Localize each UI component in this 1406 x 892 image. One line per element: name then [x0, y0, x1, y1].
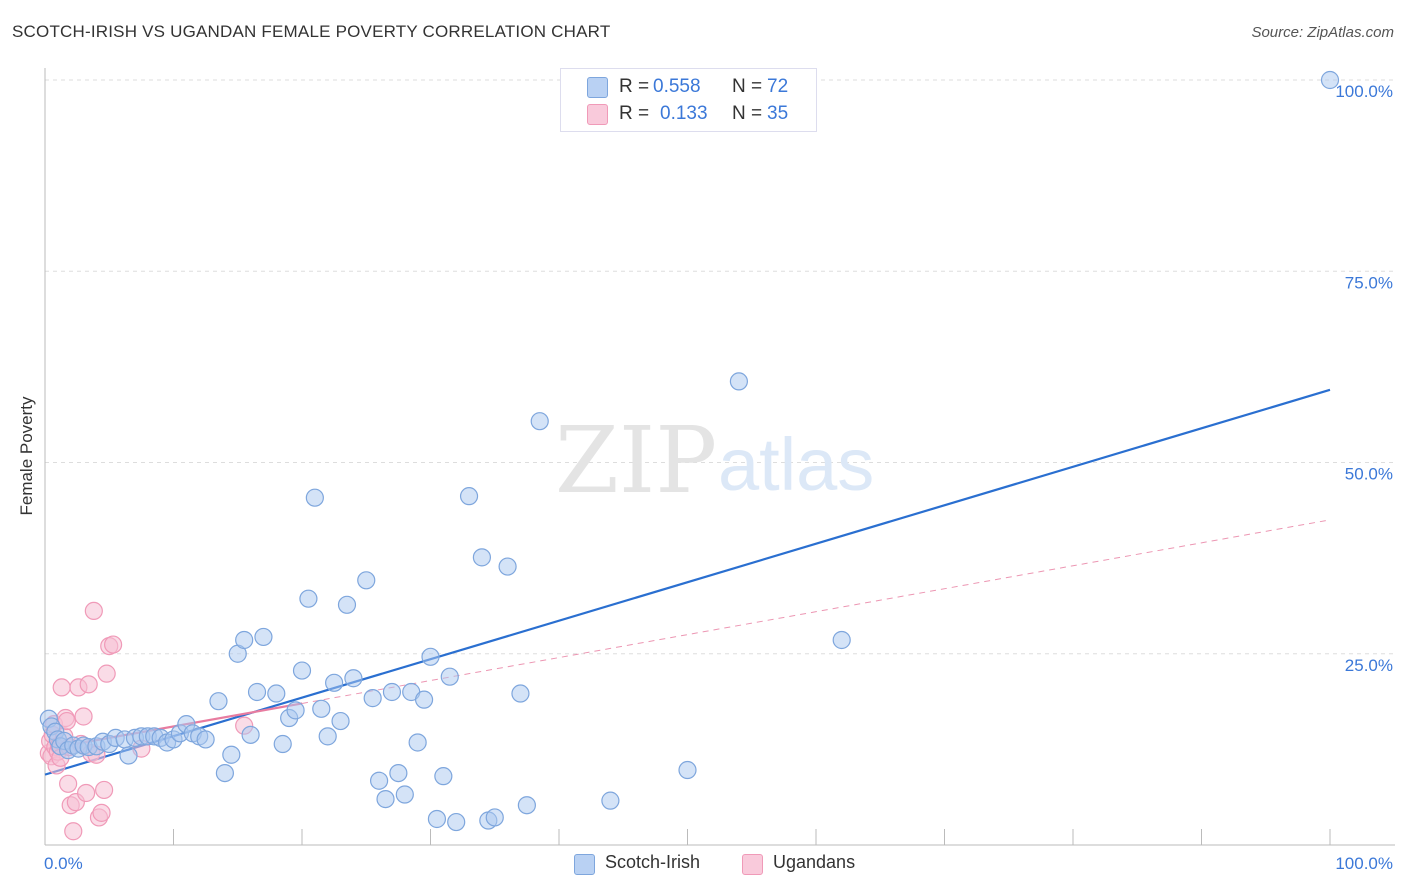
scotch-irish-point: [363, 689, 382, 708]
ugandans-point: [59, 774, 78, 793]
scotch-irish-point: [331, 711, 350, 731]
n-label: N =: [732, 103, 763, 124]
n-label: N =: [732, 76, 763, 97]
scotch-irish-point: [376, 789, 395, 809]
scotch-irish-point: [254, 627, 273, 647]
scotch-irish-point: [209, 692, 228, 711]
scotch-irish-point: [305, 488, 324, 507]
y-tick-label: 75.0%: [1345, 273, 1393, 292]
scotch-irish-point: [215, 763, 234, 783]
ugandans-point: [95, 780, 114, 800]
scotch-irish-point: [247, 682, 267, 702]
ugandans-trend-extension: [301, 519, 1331, 704]
scotch-irish-point: [382, 682, 402, 702]
scotch-irish-point: [299, 589, 318, 608]
scotch-irish-point: [370, 771, 389, 790]
y-tick-label: 25.0%: [1345, 656, 1393, 675]
scotch-irish-point: [414, 690, 434, 709]
scotch-irish-point: [421, 647, 440, 666]
scotch-irish-point: [447, 812, 466, 832]
scotch-irish-point: [395, 785, 414, 804]
watermark: ZIP atlas: [555, 407, 874, 514]
ugandans-point: [84, 601, 103, 621]
n-value: 72: [767, 76, 789, 97]
r-value: 0.558: [653, 76, 701, 97]
y-tick-label: 100.0%: [1335, 82, 1393, 101]
scotch-irish-point: [241, 725, 260, 744]
scotch-irish-point: [832, 630, 851, 650]
legend-swatch-scotch-irish: [587, 77, 608, 98]
scotch-irish-point: [498, 557, 517, 576]
ugandans-point: [74, 707, 93, 726]
ugandans-point: [92, 803, 111, 822]
correlation-legend: R = 0.558 N = 72 R = 0.133 N = 35: [560, 68, 817, 132]
ugandans-point: [79, 675, 98, 694]
source-credit: Source: ZipAtlas.com: [1251, 24, 1394, 41]
tick-labels: 25.0% 50.0% 75.0% 100.0% 0.0% 100.0%: [44, 82, 1393, 873]
scotch-irish-point: [357, 571, 376, 590]
scotch-irish-point: [530, 412, 549, 431]
scotch-irish-point: [235, 630, 254, 650]
bottom-legend-label: Ugandans: [773, 852, 856, 872]
ugandans-point: [77, 783, 96, 803]
scotch-irish-point: [318, 727, 337, 746]
bottom-legend-label: Scotch-Irish: [605, 852, 701, 872]
scotch-irish-point: [325, 673, 344, 692]
scotch-irish-point: [389, 763, 408, 783]
scotch-irish-point: [292, 661, 312, 680]
scotch-irish-point: [427, 809, 447, 829]
scotch-irish-point: [312, 699, 331, 718]
bottom-legend-swatch-scotch-irish: [574, 854, 595, 875]
scotch-irish-point: [511, 684, 530, 703]
scotch-irish-point: [440, 667, 459, 686]
scotch-irish-points: [39, 70, 1340, 832]
ugandans-point: [104, 635, 123, 654]
scotch-irish-point: [222, 745, 241, 764]
scotch-irish-point: [408, 733, 427, 752]
x-tick-label: 0.0%: [44, 854, 83, 873]
r-label: R =: [619, 103, 650, 124]
x-tick-label: 100.0%: [1335, 854, 1393, 873]
legend-swatch-ugandans: [587, 104, 608, 125]
scotch-irish-point: [517, 796, 536, 815]
scotch-irish-point: [472, 548, 491, 567]
watermark-zip: ZIP: [555, 407, 717, 514]
scotch-irish-point: [337, 595, 357, 614]
scotch-irish-point: [678, 760, 697, 780]
ugandans-point: [64, 822, 83, 841]
r-value: 0.133: [660, 103, 708, 124]
chart-title: SCOTCH-IRISH VS UGANDAN FEMALE POVERTY C…: [12, 22, 611, 41]
scotch-irish-point: [344, 669, 363, 688]
gridlines: [45, 79, 1395, 655]
scotch-irish-point: [485, 808, 504, 827]
n-value: 35: [767, 103, 789, 124]
scotch-irish-point: [601, 791, 620, 810]
scotch-irish-point: [286, 701, 305, 720]
scotch-irish-point: [196, 730, 215, 749]
bottom-legend-swatch-ugandans: [742, 854, 763, 875]
scotch-irish-point: [729, 372, 749, 391]
y-tick-label: 50.0%: [1345, 465, 1393, 484]
scotch-irish-point: [267, 684, 286, 703]
scotch-irish-point: [1320, 70, 1340, 90]
r-label: R =: [619, 76, 650, 97]
scotch-irish-point: [434, 767, 453, 786]
watermark-atlas: atlas: [718, 423, 874, 506]
ugandans-point: [97, 664, 116, 683]
scotch-irish-point: [119, 746, 138, 765]
scotch-irish-point: [459, 487, 479, 506]
ugandans-point: [52, 678, 71, 697]
scotch-irish-point: [273, 734, 292, 754]
